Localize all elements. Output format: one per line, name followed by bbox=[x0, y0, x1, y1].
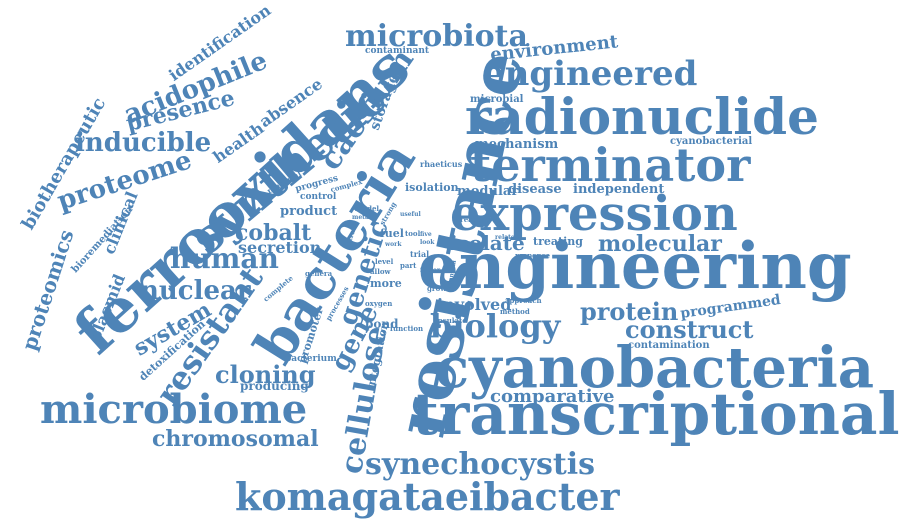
word: response bbox=[515, 251, 551, 260]
word: function bbox=[390, 324, 424, 333]
word: mechanism bbox=[475, 137, 559, 152]
word: cobalt bbox=[235, 220, 312, 246]
word: more bbox=[370, 277, 402, 290]
word: tool bbox=[405, 229, 421, 238]
word: modular bbox=[457, 184, 519, 199]
word: proteomics bbox=[16, 226, 79, 354]
word: human bbox=[170, 242, 279, 275]
word: part bbox=[400, 261, 417, 270]
word: protein bbox=[580, 297, 679, 326]
word: isolation bbox=[405, 181, 459, 194]
word: engineering bbox=[418, 229, 852, 304]
word: radionuclide bbox=[465, 87, 819, 146]
word: reactive bbox=[460, 215, 492, 224]
word: contamination bbox=[628, 340, 710, 351]
word: expression bbox=[450, 186, 738, 242]
word: isolate bbox=[450, 231, 525, 255]
word: chromosomal bbox=[152, 426, 319, 452]
word: contaminant bbox=[365, 46, 430, 56]
word: microbial bbox=[470, 94, 524, 105]
word: independent bbox=[573, 182, 665, 197]
word: allow bbox=[370, 267, 391, 276]
word: construct bbox=[625, 315, 754, 344]
word: work bbox=[385, 241, 402, 248]
word: insulate bbox=[435, 316, 467, 325]
word: biology bbox=[430, 307, 561, 345]
word: cyanobacterial bbox=[670, 136, 753, 147]
word: cyanobacteria bbox=[435, 335, 875, 401]
word: engineered bbox=[483, 54, 698, 94]
word: look bbox=[420, 239, 435, 246]
word: synechocystis bbox=[365, 447, 596, 482]
word: method bbox=[500, 307, 530, 316]
word: trial bbox=[410, 249, 430, 259]
word: molecular bbox=[598, 231, 722, 257]
word: model bbox=[355, 204, 380, 213]
word: fuel bbox=[380, 227, 404, 240]
word: transcriptional bbox=[412, 380, 900, 448]
word: genera bbox=[305, 269, 333, 278]
word: oxygen bbox=[365, 299, 393, 308]
word: nuclear bbox=[140, 276, 251, 306]
word: approach bbox=[505, 296, 542, 305]
word: microbiome bbox=[40, 386, 308, 433]
word: useful bbox=[400, 211, 421, 218]
word: pond bbox=[365, 317, 399, 331]
word: control bbox=[300, 192, 337, 202]
word: product bbox=[280, 204, 338, 219]
word: related bbox=[495, 234, 519, 241]
word: secretion bbox=[238, 238, 322, 257]
word: microbiota bbox=[345, 19, 528, 54]
word: comparative bbox=[490, 386, 615, 407]
word: factor bbox=[420, 267, 441, 274]
word: rhaeticus bbox=[420, 159, 463, 169]
word: grown bbox=[427, 284, 452, 293]
word: disease bbox=[508, 182, 562, 197]
word: level bbox=[375, 257, 394, 266]
word: bacterium bbox=[285, 354, 337, 364]
word: cloning bbox=[215, 360, 316, 389]
word: treating bbox=[533, 235, 583, 248]
word: producing bbox=[240, 379, 309, 393]
word: metal bbox=[352, 214, 372, 221]
word: involved bbox=[437, 295, 512, 314]
word: terminator bbox=[470, 138, 751, 192]
word: five bbox=[420, 231, 432, 238]
word: komagataeibacter bbox=[235, 474, 620, 519]
word: inducible bbox=[75, 128, 212, 158]
